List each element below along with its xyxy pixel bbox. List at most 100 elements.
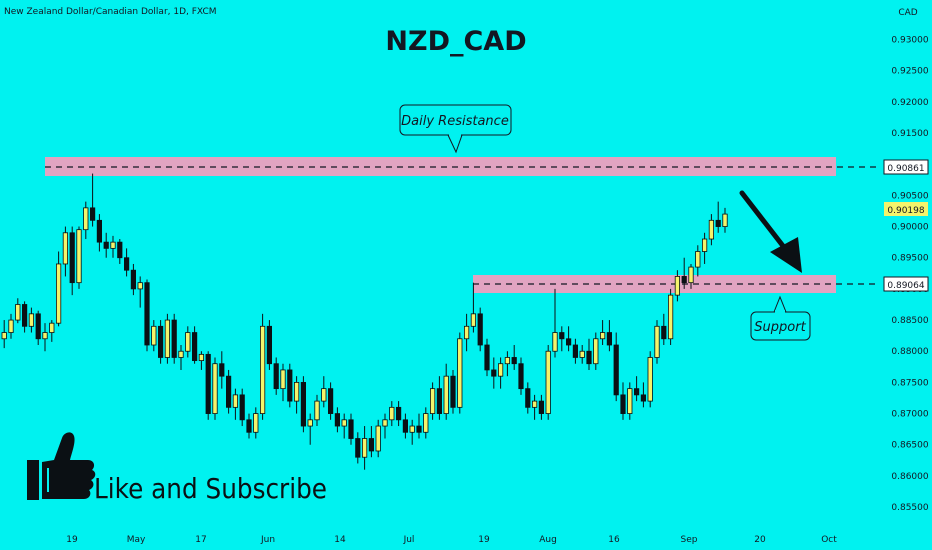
candle-body-up [232, 394, 238, 408]
candle [103, 232, 109, 258]
price-tick-label: 0.87500 [891, 378, 928, 388]
time-tick-label: 19 [66, 535, 78, 545]
candle-body-up [382, 419, 388, 427]
candle [620, 382, 626, 420]
candle [477, 307, 483, 352]
time-tick-label: 20 [754, 535, 766, 545]
price-tick-label: 0.92500 [891, 67, 928, 77]
candle [443, 363, 449, 420]
candle [668, 288, 674, 346]
candle [124, 248, 130, 277]
candle [15, 298, 21, 324]
candle-body-down [511, 357, 517, 365]
candle [640, 382, 647, 408]
candle [463, 313, 470, 352]
candle [606, 320, 613, 352]
candle [56, 251, 62, 327]
price-tick-label: 0.88000 [891, 347, 928, 357]
candle-body-up [627, 388, 633, 414]
candle-body-down [634, 388, 640, 396]
time-tick-label: May [127, 535, 146, 545]
support-price-text: 0.89064 [887, 281, 924, 291]
candle-body-up [253, 413, 259, 433]
candle [35, 310, 41, 346]
candle [674, 270, 681, 302]
last-price-text: 0.90198 [887, 206, 924, 216]
time-tick-label: Aug [539, 535, 557, 545]
resistance-callout: Daily Resistance [399, 104, 512, 154]
candle-body-up [593, 338, 599, 365]
candle [511, 345, 517, 370]
candle-body-up [151, 325, 157, 346]
candle [416, 413, 422, 439]
candle-body-up [198, 353, 204, 361]
price-tick-label: 0.86000 [891, 472, 928, 482]
candle-body-up [497, 363, 504, 377]
candle-body-up [708, 219, 715, 240]
candle [21, 301, 28, 333]
candle [69, 226, 75, 296]
candle [491, 357, 497, 389]
candle-body-down [219, 363, 225, 377]
candle [497, 357, 504, 389]
candle [695, 245, 701, 277]
time-tick-label: Sep [681, 535, 698, 545]
time-tick-label: Jun [260, 535, 275, 545]
candle-body-down [246, 419, 252, 433]
candle-body-up [185, 332, 191, 352]
time-tick-label: 16 [608, 535, 620, 545]
down-arrow [739, 190, 793, 258]
candle [457, 332, 463, 414]
candle-body-down [144, 282, 150, 346]
price-tick-label: 0.89500 [891, 254, 928, 264]
candle [307, 413, 313, 445]
candle-body-up [504, 357, 511, 365]
candle [593, 332, 599, 370]
candle [681, 257, 687, 289]
candle [42, 323, 48, 352]
candle-body-down [266, 325, 273, 365]
candle [151, 320, 157, 352]
candle-body-up [674, 276, 681, 296]
candle-body-down [715, 219, 721, 227]
candle [8, 313, 14, 339]
candle [409, 419, 415, 445]
candle [314, 394, 320, 427]
candle-body-up [164, 319, 170, 358]
candle [634, 376, 640, 402]
time-tick-label: 14 [334, 535, 346, 545]
candle [423, 407, 429, 439]
candle [191, 326, 198, 364]
candle-body-up [579, 350, 585, 358]
candle-body-down [205, 353, 211, 414]
currency-label: CAD [898, 8, 917, 18]
candle-body-down [606, 332, 613, 346]
candle [538, 394, 545, 420]
candle [579, 345, 585, 364]
candle [293, 376, 300, 414]
candle [144, 279, 150, 352]
candle [280, 363, 286, 402]
candle-body-up [110, 241, 116, 249]
candle-body-down [477, 313, 483, 346]
resistance-zone [45, 157, 836, 176]
support-price-tag: 0.89064 [883, 276, 929, 292]
candle-body-up [15, 304, 21, 321]
candle-body-down [171, 319, 177, 358]
resistance-price-text: 0.90861 [887, 164, 924, 174]
candle [722, 207, 728, 233]
candle-body-down [436, 388, 443, 414]
candle-body-down [368, 438, 375, 452]
candle [613, 332, 619, 402]
candle-body-up [28, 313, 35, 327]
candle-body-up [212, 363, 218, 414]
candle [225, 369, 232, 414]
candle-body-up [722, 213, 728, 227]
candle [661, 313, 667, 346]
price-tick-label: 0.90500 [891, 191, 928, 201]
candle [572, 338, 579, 364]
candle [436, 376, 443, 420]
candle-body-down [538, 400, 545, 414]
candle [239, 388, 245, 427]
